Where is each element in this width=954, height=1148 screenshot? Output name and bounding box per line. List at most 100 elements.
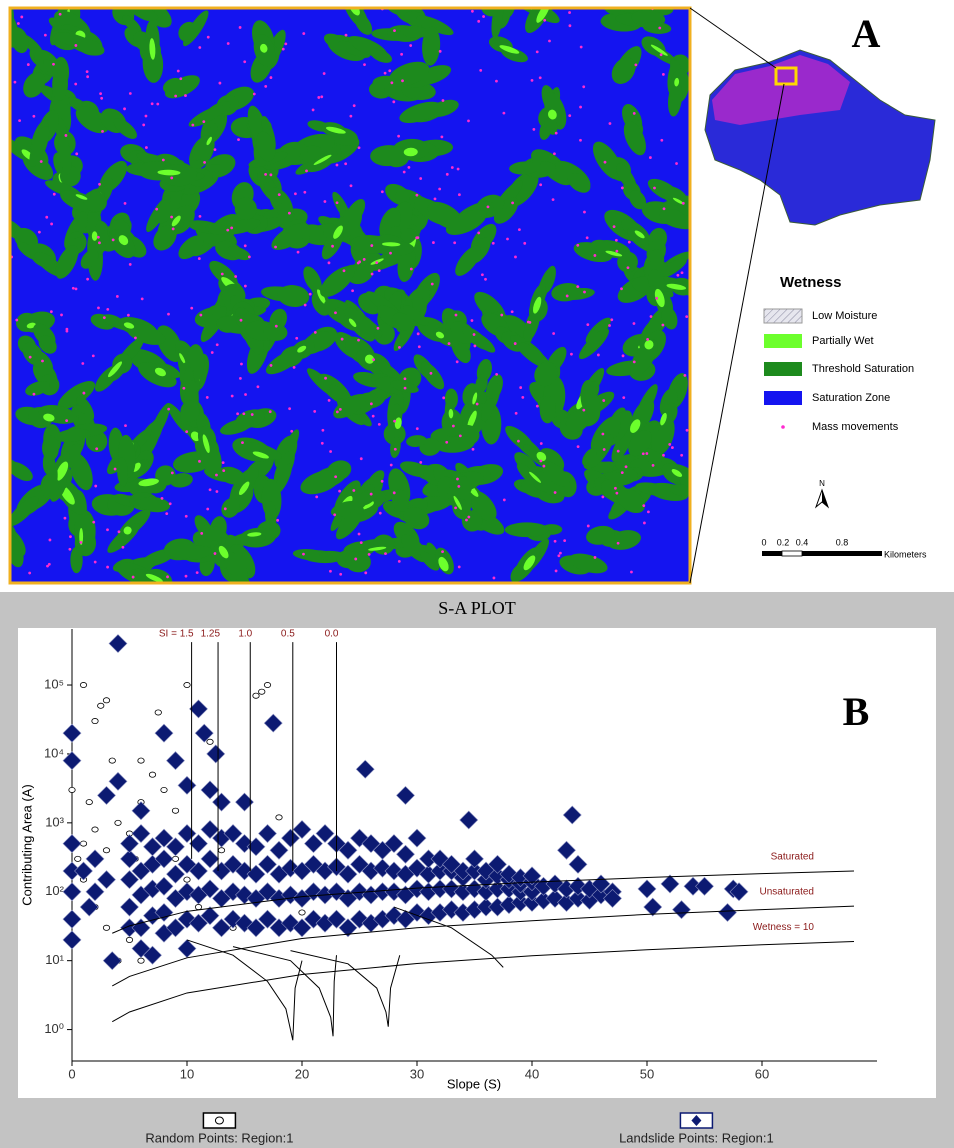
partially-wet — [672, 197, 684, 205]
mass-movement — [511, 201, 514, 205]
mass-movement — [660, 138, 664, 142]
mass-movement — [510, 310, 514, 314]
mass-movement — [349, 184, 353, 188]
map-frame — [8, 6, 692, 585]
threshold-patch — [534, 346, 567, 387]
partially-wet — [666, 283, 687, 290]
mass-movement — [338, 407, 342, 411]
landslide-point — [407, 828, 427, 848]
mass-movement — [144, 114, 148, 118]
mass-movement — [642, 521, 646, 525]
mass-movement — [60, 313, 63, 317]
mass-movement — [653, 186, 656, 190]
mass-movement — [502, 498, 506, 502]
landslide-point — [223, 824, 243, 843]
mass-movement — [608, 122, 612, 125]
mass-movement — [63, 516, 67, 520]
threshold-patch — [253, 475, 282, 530]
y-tick-label: 10⁵ — [44, 676, 64, 691]
landslide-point — [97, 870, 116, 890]
mass-movement — [121, 545, 125, 549]
boundary-line — [232, 946, 337, 1037]
mass-movement — [375, 261, 379, 265]
mass-movement — [244, 393, 247, 396]
mass-movement — [538, 76, 542, 80]
mass-movement — [71, 286, 75, 290]
legend-swatch — [764, 362, 802, 376]
random-point — [263, 682, 272, 689]
threshold-patch — [51, 29, 105, 56]
partially-wet — [499, 45, 520, 54]
threshold-zone — [224, 551, 248, 582]
mass-movement — [349, 114, 353, 118]
mass-movement — [612, 225, 616, 229]
mass-movement — [553, 152, 556, 156]
random-point — [183, 876, 191, 883]
legend-label: Low Moisture — [812, 310, 877, 322]
partially-wet — [533, 296, 542, 314]
panel-label: B — [843, 689, 870, 734]
landslide-point — [660, 874, 680, 894]
landslide-point — [131, 824, 151, 843]
threshold-patch — [393, 521, 440, 571]
mass-movement — [243, 60, 247, 64]
threshold-zone — [392, 312, 413, 331]
mass-movement — [552, 332, 556, 335]
random-point — [114, 819, 122, 826]
mass-movement — [491, 241, 495, 245]
landslide-point — [189, 834, 208, 854]
random-point — [102, 847, 111, 854]
mass-movement — [303, 303, 307, 307]
mass-movement — [74, 287, 78, 291]
landslide-point — [143, 837, 162, 857]
mass-movement — [96, 235, 100, 239]
threshold-zone — [642, 21, 672, 34]
mass-movement — [615, 249, 619, 253]
mass-movement — [530, 79, 534, 82]
mass-movement — [616, 541, 620, 545]
mass-movement — [676, 273, 680, 277]
mass-movement — [155, 207, 159, 211]
mass-movement — [46, 564, 49, 568]
landslide-point — [108, 771, 128, 791]
random-point — [91, 826, 99, 833]
threshold-patch — [647, 178, 690, 216]
partially-wet — [536, 451, 547, 462]
threshold-patch — [55, 208, 99, 279]
threshold-zone — [345, 550, 371, 573]
boundary-line — [393, 906, 504, 968]
legend-swatch — [764, 391, 802, 405]
threshold-patch — [388, 61, 452, 88]
mass-movement — [554, 131, 558, 135]
landslide-point — [384, 834, 404, 854]
mass-movement — [539, 459, 543, 463]
landslide-point — [108, 634, 128, 653]
mass-movement — [226, 42, 230, 45]
mass-movement — [585, 236, 589, 240]
mass-movement — [226, 228, 230, 232]
scale-segment — [802, 551, 842, 556]
mass-movement — [123, 201, 127, 205]
random-point — [137, 957, 145, 964]
threshold-zone — [80, 249, 99, 269]
threshold-zone — [679, 477, 690, 498]
mass-movement — [620, 287, 623, 291]
threshold-zone — [461, 510, 483, 532]
mass-movement — [447, 342, 451, 345]
mass-movement — [45, 215, 49, 219]
threshold-patch — [592, 141, 647, 210]
partially-wet — [364, 354, 375, 364]
mass-movement — [528, 320, 532, 324]
threshold-patch — [33, 323, 57, 354]
landslide-point — [465, 849, 484, 869]
random-point — [183, 682, 191, 689]
mass-movement — [134, 336, 137, 340]
threshold-zone — [274, 463, 292, 495]
threshold-patch — [580, 380, 601, 422]
partially-wet — [202, 434, 210, 454]
mass-movement — [13, 80, 17, 84]
mass-movement — [470, 319, 474, 322]
mass-movement — [311, 108, 315, 112]
connector — [689, 7, 777, 69]
threshold-zone — [391, 489, 409, 512]
